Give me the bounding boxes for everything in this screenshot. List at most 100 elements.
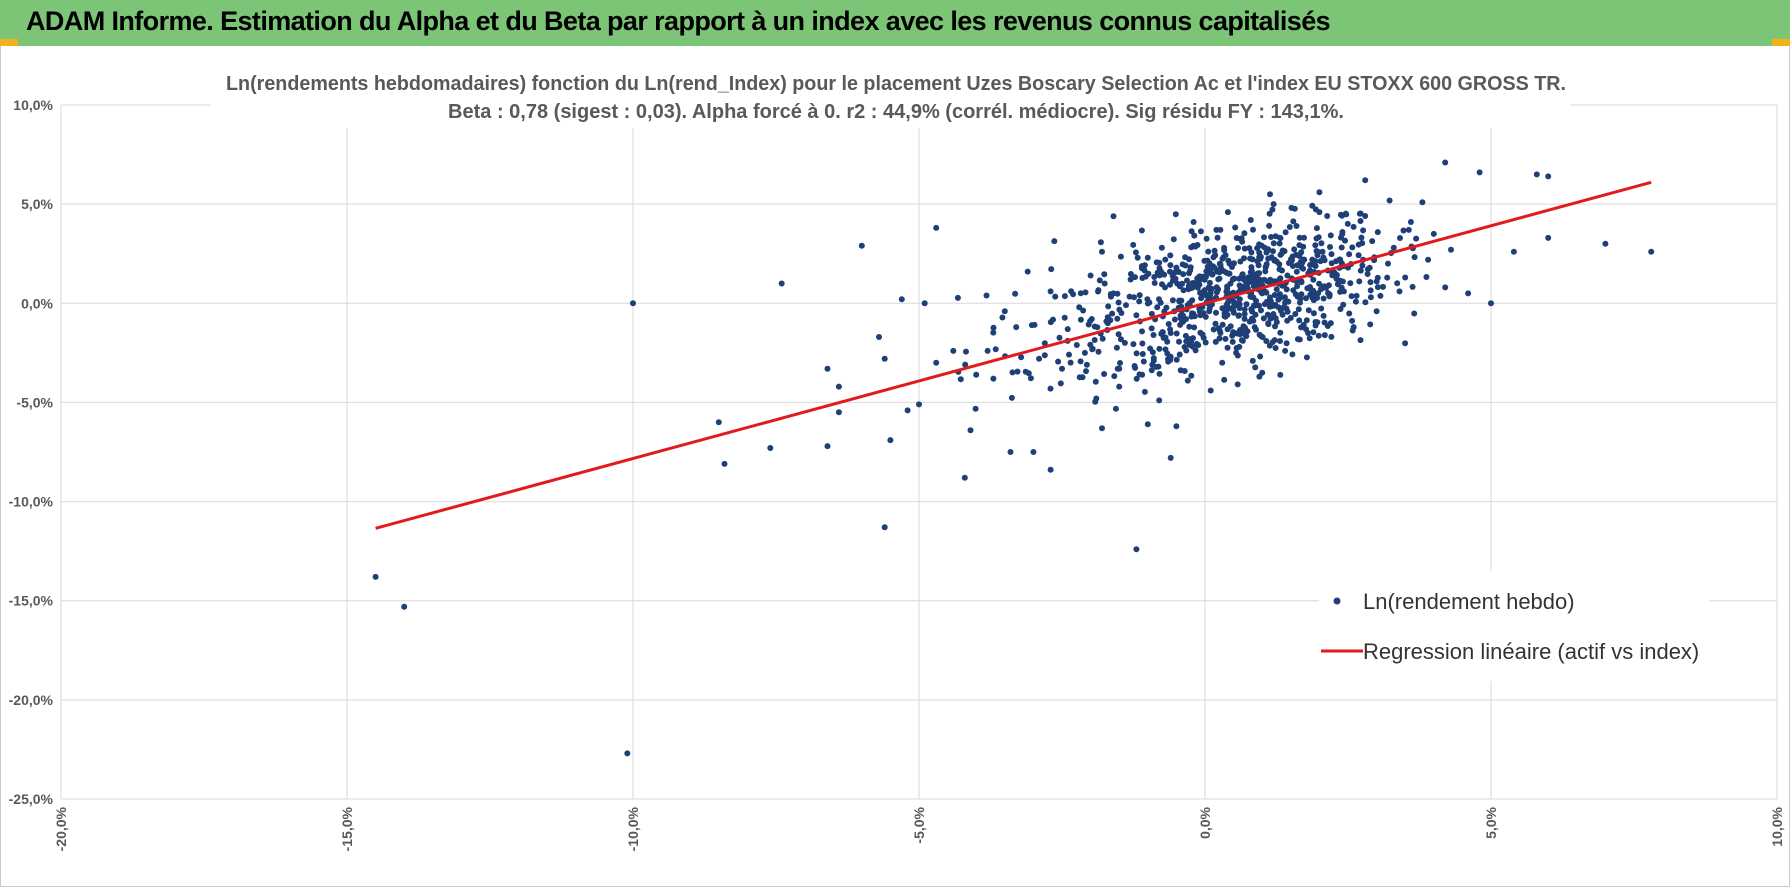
data-point — [1115, 299, 1122, 306]
data-point — [1299, 259, 1306, 266]
data-point — [1275, 296, 1282, 303]
y-tick-label: -15,0% — [9, 593, 54, 609]
data-point — [1258, 307, 1264, 314]
data-point — [1254, 245, 1261, 252]
data-point — [1096, 277, 1103, 284]
data-point — [1077, 316, 1084, 323]
data-point — [1377, 292, 1384, 299]
data-point — [1061, 314, 1068, 321]
data-point — [1369, 238, 1376, 245]
data-point — [1127, 276, 1134, 283]
data-point — [1148, 367, 1155, 374]
data-point — [1130, 241, 1137, 248]
data-point — [1303, 317, 1310, 324]
data-point — [1411, 254, 1418, 261]
data-point — [1167, 454, 1174, 461]
data-point — [999, 314, 1006, 321]
data-point — [1139, 275, 1146, 281]
data-point — [1270, 201, 1277, 208]
data-point — [1244, 274, 1251, 281]
data-point — [1405, 226, 1412, 233]
scatter-chart: Ln(rendements hebdomadaires) fonction du… — [9, 64, 1785, 851]
data-point — [1273, 286, 1280, 293]
data-point — [1235, 245, 1241, 251]
data-point — [1358, 234, 1365, 241]
data-point — [881, 355, 888, 362]
data-point — [967, 427, 974, 434]
data-point — [1183, 347, 1190, 354]
data-point — [1133, 350, 1140, 357]
data-point — [1271, 292, 1278, 298]
data-point — [1136, 298, 1143, 305]
data-point — [1111, 373, 1118, 380]
data-point — [1249, 357, 1256, 364]
data-point — [1338, 244, 1345, 251]
data-point — [1187, 285, 1194, 292]
data-point — [1374, 284, 1381, 291]
data-point — [1083, 368, 1089, 375]
data-point — [1340, 301, 1347, 308]
data-point — [1286, 224, 1293, 230]
data-point — [1153, 363, 1160, 370]
data-point — [1156, 345, 1163, 352]
data-point — [1182, 332, 1189, 339]
data-point — [1241, 330, 1248, 337]
data-point — [1545, 234, 1552, 241]
y-tick-label: -10,0% — [9, 494, 54, 510]
data-point — [1301, 234, 1307, 241]
data-point — [1198, 295, 1205, 302]
data-point — [1056, 334, 1063, 341]
data-point — [1151, 280, 1158, 286]
data-point — [1204, 263, 1211, 270]
data-point — [1277, 338, 1283, 344]
data-point — [1545, 173, 1552, 180]
data-point — [1188, 313, 1195, 320]
data-point — [1114, 315, 1121, 322]
legend-label-line: Regression linéaire (actif vs index) — [1363, 639, 1699, 664]
data-point — [1289, 253, 1296, 260]
data-point — [1133, 546, 1140, 553]
data-point — [1092, 378, 1099, 385]
data-point — [1241, 245, 1248, 252]
data-point — [1136, 292, 1143, 299]
x-tick-label: -10,0% — [625, 806, 641, 851]
data-point — [950, 347, 957, 354]
title-layer: Ln(rendements hebdomadaires) fonction du… — [211, 64, 1571, 128]
legend-background — [1319, 571, 1709, 681]
data-point — [1214, 234, 1221, 241]
data-point — [1297, 299, 1303, 306]
data-point — [1154, 269, 1161, 276]
data-point — [1304, 285, 1311, 292]
data-point — [1277, 329, 1284, 336]
data-point — [1101, 371, 1108, 377]
data-point — [961, 474, 968, 481]
data-point — [1138, 263, 1145, 270]
data-point — [972, 405, 979, 412]
data-point — [1448, 246, 1454, 253]
corner-marker-left — [0, 39, 18, 46]
data-point — [1221, 376, 1228, 383]
data-point — [1367, 287, 1374, 294]
data-point — [1310, 310, 1317, 317]
data-point — [1186, 323, 1193, 330]
data-point — [1202, 313, 1209, 320]
data-point — [1267, 276, 1274, 283]
data-point — [1350, 223, 1357, 230]
data-point — [1266, 303, 1273, 310]
data-point — [1310, 276, 1317, 283]
data-point — [1014, 368, 1021, 375]
data-point — [1211, 247, 1218, 254]
data-point — [1338, 234, 1344, 241]
data-point — [1273, 319, 1280, 326]
data-point — [1036, 355, 1043, 362]
data-point — [715, 419, 722, 426]
data-point — [835, 383, 842, 390]
data-point — [1013, 324, 1020, 331]
data-point — [630, 300, 636, 307]
data-point — [1359, 262, 1366, 269]
data-point — [1232, 330, 1239, 337]
regression-layer — [375, 180, 1652, 530]
data-point — [1314, 319, 1321, 326]
data-point — [1289, 351, 1296, 358]
data-point — [1255, 262, 1262, 269]
